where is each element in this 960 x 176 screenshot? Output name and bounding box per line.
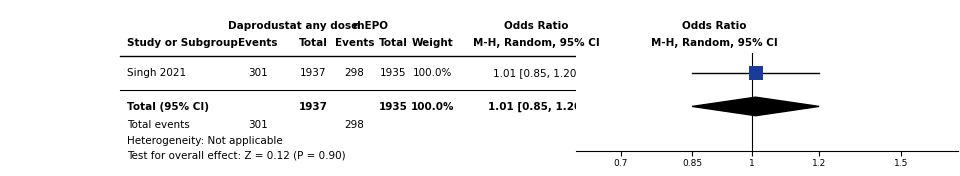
Text: Events: Events [335, 38, 374, 48]
Text: Total: Total [378, 38, 407, 48]
Text: M-H, Random, 95% CI: M-H, Random, 95% CI [473, 38, 600, 48]
Text: Study or Subgroup: Study or Subgroup [128, 38, 238, 48]
Text: Total: Total [299, 38, 328, 48]
Text: 301: 301 [248, 68, 268, 78]
Text: rhEPO: rhEPO [352, 21, 388, 31]
Text: 1.01 [0.85, 1.20]: 1.01 [0.85, 1.20] [492, 68, 581, 78]
Text: 100.0%: 100.0% [413, 68, 452, 78]
Text: 1935: 1935 [380, 68, 406, 78]
Text: Weight: Weight [412, 38, 453, 48]
Text: Singh 2021: Singh 2021 [128, 68, 186, 78]
Point [748, 72, 763, 74]
Text: 1937: 1937 [300, 68, 326, 78]
Text: 298: 298 [345, 120, 364, 130]
Text: M-H, Random, 95% CI: M-H, Random, 95% CI [651, 38, 778, 48]
Text: 301: 301 [248, 120, 268, 130]
Text: Daprodustat any dose: Daprodustat any dose [228, 21, 358, 31]
Text: Events: Events [238, 38, 277, 48]
Text: Total (95% CI): Total (95% CI) [128, 102, 209, 112]
Text: Odds Ratio: Odds Ratio [683, 21, 747, 31]
Text: 1.01 [0.85, 1.20]: 1.01 [0.85, 1.20] [488, 102, 586, 112]
Polygon shape [692, 97, 819, 116]
Text: 1935: 1935 [378, 102, 407, 112]
Text: 298: 298 [345, 68, 364, 78]
Text: Odds Ratio: Odds Ratio [504, 21, 569, 31]
Text: 1937: 1937 [299, 102, 328, 112]
Text: Total events: Total events [128, 120, 190, 130]
Text: 100.0%: 100.0% [411, 102, 454, 112]
Text: Heterogeneity: Not applicable: Heterogeneity: Not applicable [128, 136, 283, 146]
Text: Test for overall effect: Z = 0.12 (P = 0.90): Test for overall effect: Z = 0.12 (P = 0… [128, 150, 346, 160]
